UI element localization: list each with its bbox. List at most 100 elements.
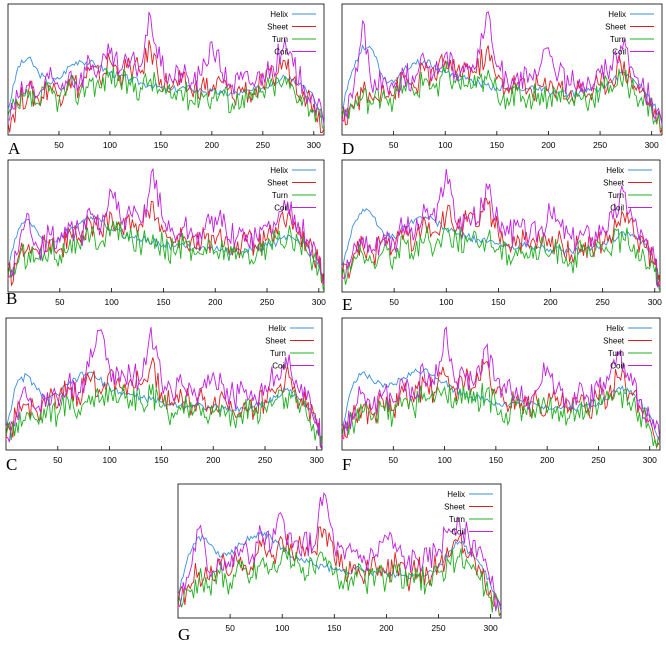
- x-tick-label: 100: [438, 140, 452, 150]
- legend-label: Coil: [610, 204, 624, 213]
- x-tick-label: 300: [310, 455, 324, 465]
- legend-label: Coil: [610, 362, 624, 371]
- series-line-sheet: [341, 45, 663, 135]
- legend-label: Sheet: [605, 23, 627, 32]
- x-tick-label: 300: [645, 140, 659, 150]
- x-tick-label: 150: [490, 140, 504, 150]
- series-line-turn: [341, 382, 661, 448]
- plot-frame: [341, 159, 661, 293]
- legend-label: Sheet: [444, 503, 466, 512]
- x-tick-label: 150: [154, 455, 168, 465]
- panel-label: D: [342, 139, 354, 158]
- series-line-coil: [177, 492, 502, 612]
- plot-frame: [7, 159, 325, 293]
- x-tick-label: 100: [103, 140, 117, 150]
- x-tick-label: 50: [53, 455, 63, 465]
- series-line-sheet: [7, 200, 325, 287]
- x-tick-label: 50: [225, 623, 235, 633]
- legend-label: Turn: [449, 515, 465, 524]
- series-line-coil: [341, 169, 661, 288]
- x-tick-label: 300: [648, 297, 662, 307]
- panel-label: E: [342, 295, 352, 314]
- series-line-coil: [341, 11, 663, 126]
- x-tick-label: 250: [593, 140, 607, 150]
- plot-frame: [341, 317, 661, 451]
- x-tick-label: 250: [431, 623, 445, 633]
- legend-label: Sheet: [267, 23, 289, 32]
- x-tick-label: 50: [54, 140, 64, 150]
- legend-label: Sheet: [265, 337, 287, 346]
- panel-label: F: [342, 455, 351, 474]
- x-tick-label: 200: [206, 455, 220, 465]
- panel-a: 50 100 150 200 250 300 Helix Sheet Turn Coil A: [7, 3, 325, 158]
- x-tick-label: 250: [260, 297, 274, 307]
- series-line-sheet: [341, 359, 661, 450]
- x-tick-label: 50: [389, 140, 399, 150]
- legend-label: Sheet: [603, 337, 625, 346]
- legend-label: Coil: [274, 48, 288, 57]
- x-tick-label: 250: [258, 455, 272, 465]
- series-line-coil: [7, 167, 325, 285]
- panel-f: 50 100 150 200 250 300 Helix Sheet Turn Coil F: [341, 317, 661, 474]
- series-line-sheet: [177, 526, 502, 617]
- series-line-turn: [5, 383, 323, 448]
- x-tick-label: 300: [643, 455, 657, 465]
- x-tick-label: 150: [154, 140, 168, 150]
- series-line-sheet: [341, 197, 661, 286]
- series-line-turn: [177, 545, 502, 616]
- legend-label: Turn: [608, 191, 624, 200]
- panel-label: G: [178, 625, 190, 644]
- legend-label: Helix: [447, 490, 465, 499]
- series-line-coil: [5, 327, 323, 450]
- legend-label: Helix: [608, 10, 626, 19]
- x-tick-label: 300: [307, 140, 321, 150]
- x-tick-label: 100: [105, 297, 119, 307]
- x-tick-label: 50: [389, 455, 399, 465]
- legend-label: Coil: [612, 48, 626, 57]
- x-tick-label: 150: [489, 455, 503, 465]
- panel-g: 50 100 150 200 250 300 Helix Sheet Turn Coil G: [177, 483, 502, 644]
- panel-label: B: [6, 289, 17, 308]
- x-tick-label: 200: [205, 140, 219, 150]
- x-tick-label: 300: [312, 297, 326, 307]
- plot-frame: [177, 483, 502, 619]
- series-line-turn: [7, 66, 325, 130]
- panel-c: 50 100 150 200 250 300 Helix Sheet Turn Coil C: [5, 317, 324, 474]
- panel-b: 50 100 150 200 250 300 Helix Sheet Turn Coil B: [6, 159, 326, 308]
- x-tick-label: 200: [541, 140, 555, 150]
- x-tick-label: 100: [103, 455, 117, 465]
- panel-e: 50 100 150 200 250 300 Helix Sheet Turn Coil E: [341, 159, 662, 314]
- legend-label: Turn: [272, 191, 288, 200]
- legend-label: Turn: [272, 35, 288, 44]
- x-tick-label: 100: [437, 455, 451, 465]
- x-tick-label: 150: [156, 297, 170, 307]
- legend-label: Turn: [610, 35, 626, 44]
- x-tick-label: 250: [596, 297, 610, 307]
- legend-label: Coil: [451, 528, 465, 537]
- series-line-coil: [7, 11, 325, 126]
- plot-frame: [341, 3, 663, 136]
- legend-label: Turn: [270, 349, 286, 358]
- legend-label: Helix: [606, 324, 624, 333]
- series-line-coil: [341, 326, 661, 443]
- legend-label: Helix: [270, 10, 288, 19]
- panel-d: 50 100 150 200 250 300 Helix Sheet Turn Coil D: [341, 3, 663, 158]
- x-tick-label: 50: [389, 297, 399, 307]
- series-line-helix: [341, 368, 661, 441]
- x-tick-label: 250: [256, 140, 270, 150]
- x-tick-label: 250: [591, 455, 605, 465]
- series-line-sheet: [5, 357, 323, 446]
- x-tick-label: 200: [543, 297, 557, 307]
- x-tick-label: 200: [208, 297, 222, 307]
- legend-label: Helix: [606, 166, 624, 175]
- x-tick-label: 150: [327, 623, 341, 633]
- panel-label: A: [8, 139, 21, 158]
- x-tick-label: 200: [379, 623, 393, 633]
- series-line-turn: [341, 61, 663, 130]
- x-tick-label: 50: [55, 297, 65, 307]
- legend-label: Sheet: [603, 179, 625, 188]
- legend-label: Turn: [608, 349, 624, 358]
- plot-frame: [7, 3, 325, 136]
- series-line-helix: [341, 43, 663, 123]
